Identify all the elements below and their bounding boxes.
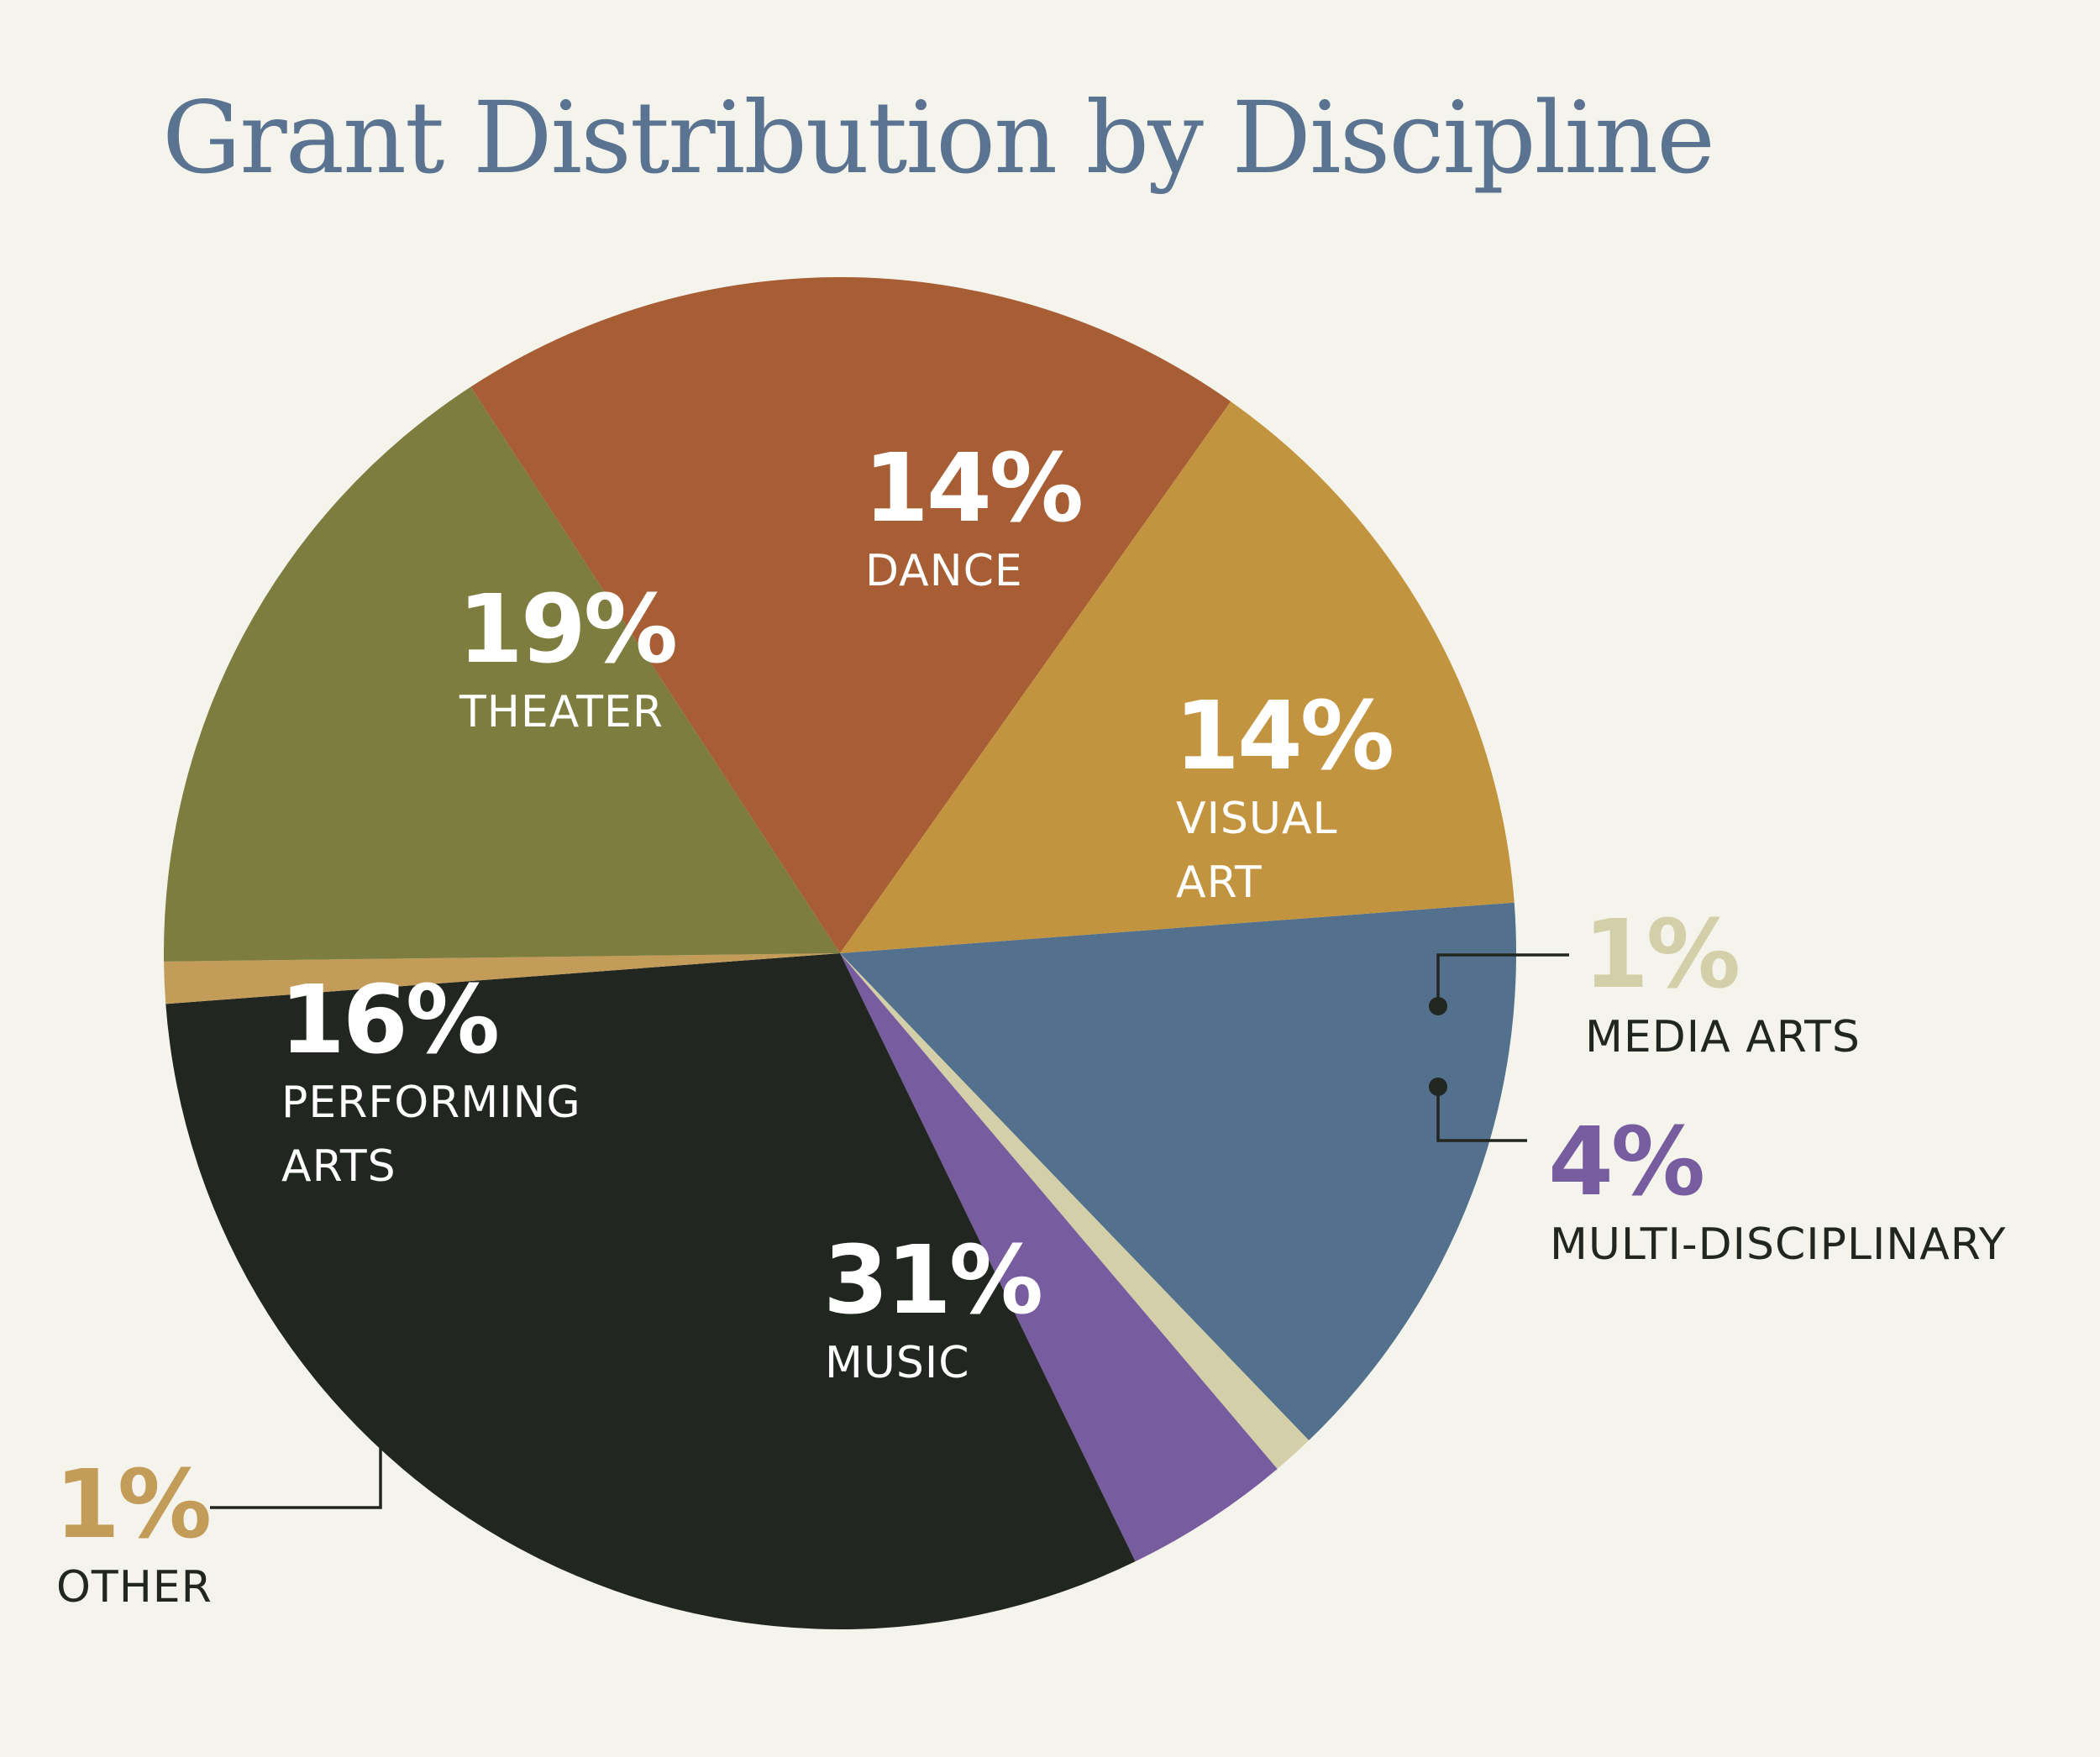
pie-slice-dance xyxy=(840,401,1515,953)
pie-slice-visual-art xyxy=(840,902,1516,1441)
slice-category-label-dance: DANCE xyxy=(865,546,1023,596)
slice-category-label-visual-art-line-2: ART xyxy=(1176,858,1263,908)
slice-value-label-music: 31% xyxy=(823,1226,1041,1335)
slice-value-label-performing-arts: 16% xyxy=(280,966,497,1075)
pie-slice-theater xyxy=(470,277,1231,953)
slice-value-label-media-arts: 1% xyxy=(1583,900,1738,1010)
slice-value-label-other: 1% xyxy=(55,1450,209,1560)
slice-category-label-media-arts: MEDIA ARTS xyxy=(1585,1012,1861,1062)
slice-value-label-dance: 14% xyxy=(864,434,1081,543)
leader-dot-multi-disciplinary xyxy=(1429,1078,1447,1096)
slice-value-label-visual-art: 14% xyxy=(1174,682,1392,791)
chart-title: Grant Distribution by Discipline xyxy=(162,80,1714,196)
pie-slice-music xyxy=(165,953,1136,1629)
leader-line-media-arts xyxy=(1436,953,1569,1006)
slice-category-label-visual-art-line-1: VISUAL xyxy=(1176,794,1338,844)
slice-category-label-performing-arts-line-1: PERFORMING xyxy=(281,1078,581,1128)
leader-dot-media-arts xyxy=(1429,997,1447,1015)
slice-category-label-performing-arts-line-2: ARTS xyxy=(281,1141,396,1192)
slice-category-label-theater: THEATER xyxy=(459,687,664,737)
slice-value-label-multi-disciplinary: 4% xyxy=(1548,1108,1703,1217)
pie-slice-multi-disciplinary xyxy=(840,953,1278,1562)
leader-line-other xyxy=(210,1425,382,1509)
leader-dot-other xyxy=(371,1416,390,1434)
pie-slice-other xyxy=(164,953,840,1004)
pie-slice-media-arts xyxy=(840,953,1310,1469)
slice-category-label-music: MUSIC xyxy=(825,1338,970,1388)
slice-category-label-multi-disciplinary: MULTI-DISCIPLINARY xyxy=(1550,1219,2006,1270)
pie-slice-performing-arts xyxy=(164,386,840,962)
leader-line-multi-disciplinary xyxy=(1436,1087,1527,1142)
slice-category-label-other: OTHER xyxy=(56,1562,213,1613)
slice-value-label-theater: 19% xyxy=(458,575,675,684)
